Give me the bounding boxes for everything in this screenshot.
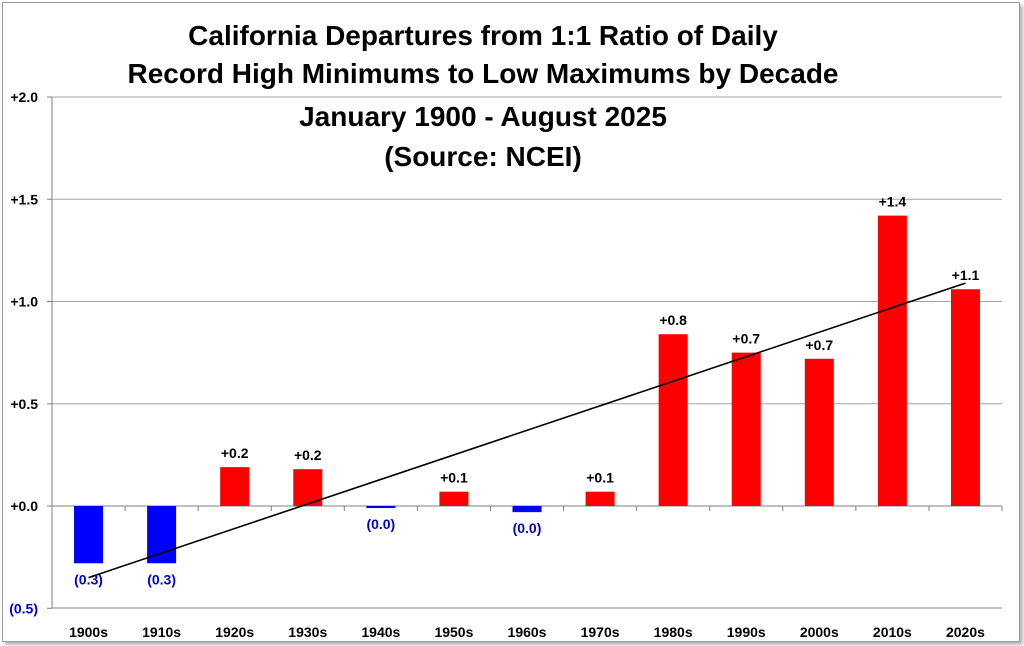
bar-1920s (220, 467, 250, 506)
bar-1900s (74, 506, 104, 564)
y-tick-label: (0.5) (9, 600, 38, 616)
x-tick-label: 2020s (946, 624, 985, 640)
bar-2020s (950, 289, 980, 506)
bar-1950s (439, 491, 469, 506)
data-label-2020s: +1.1 (952, 267, 980, 283)
data-label-2000s: +0.7 (805, 337, 833, 353)
bar-1990s (731, 352, 761, 506)
y-tick-label: +0.0 (10, 498, 38, 514)
x-tick-label: 1960s (508, 624, 547, 640)
bar-1960s (512, 506, 542, 513)
x-tick-label: 1940s (361, 624, 400, 640)
bar-1970s (585, 491, 615, 506)
data-label-1990s: +0.7 (732, 331, 760, 347)
x-tick-label: 1910s (142, 624, 181, 640)
bar-2010s (877, 215, 907, 507)
data-label-1930s: +0.2 (294, 447, 322, 463)
data-label-2010s: +1.4 (879, 194, 907, 210)
x-tick-label: 1970s (581, 624, 620, 640)
y-tick-label: +0.5 (10, 396, 38, 412)
x-tick-label: 2010s (873, 624, 912, 640)
bar-2000s (804, 358, 834, 506)
bar-1980s (658, 334, 688, 506)
x-tick-label: 1900s (69, 624, 108, 640)
x-tick-label: 1920s (215, 624, 254, 640)
chart-title-line-4: (Source: NCEI) (384, 141, 582, 172)
data-label-1970s: +0.1 (586, 470, 614, 486)
x-tick-label: 1930s (288, 624, 327, 640)
x-tick-label: 2000s (800, 624, 839, 640)
data-label-1920s: +0.2 (221, 445, 249, 461)
x-tick-label: 1990s (727, 624, 766, 640)
y-tick-label: +2.0 (10, 89, 38, 105)
bar-1910s (147, 506, 177, 564)
y-tick-label: +1.5 (10, 191, 38, 207)
data-label-1980s: +0.8 (659, 312, 687, 328)
data-label-1910s: (0.3) (147, 571, 176, 587)
trendline (88, 282, 966, 579)
data-label-1950s: +0.1 (440, 470, 468, 486)
x-tick-label: 1950s (434, 624, 473, 640)
chart-title-line-1: California Departures from 1:1 Ratio of … (188, 20, 778, 51)
data-label-1960s: (0.0) (513, 520, 542, 536)
bar-1940s (366, 506, 396, 509)
y-tick-label: +1.0 (10, 294, 38, 310)
chart-title-line-3: January 1900 - August 2025 (299, 101, 667, 132)
data-label-1940s: (0.0) (366, 516, 395, 532)
chart-title-line-2: Record High Minimums to Low Maximums by … (127, 58, 839, 89)
x-tick-label: 1980s (654, 624, 693, 640)
